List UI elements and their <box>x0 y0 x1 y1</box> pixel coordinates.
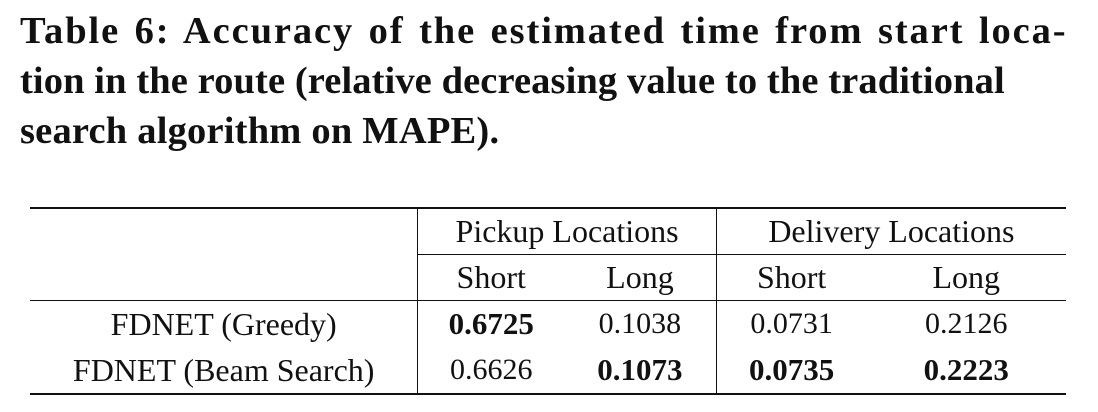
caption-line-2: tion in the route (relative decreasing v… <box>20 60 1005 102</box>
group-header-delivery: Delivery Locations <box>716 207 1066 255</box>
caption-line-1: Table 6: Accuracy of the estimated time … <box>20 10 1068 52</box>
cell-value: 0.2223 <box>866 347 1066 395</box>
results-table: Pickup Locations Delivery Locations Shor… <box>30 207 1066 395</box>
cell-value: 0.1038 <box>564 300 717 347</box>
sub-header-pickup-short: Short <box>417 254 565 301</box>
cell-value: 0.1073 <box>564 347 717 395</box>
table-caption: Table 6: Accuracy of the estimated time … <box>20 6 1080 156</box>
sub-header-delivery-long: Long <box>866 254 1066 301</box>
group-header-pickup: Pickup Locations <box>417 207 717 255</box>
cell-value: 0.0731 <box>716 300 867 347</box>
group-header-row: Pickup Locations Delivery Locations <box>30 207 1066 255</box>
sub-header-pickup-long: Long <box>564 254 717 301</box>
table-row: FDNET (Greedy) 0.6725 0.1038 0.0731 0.21… <box>30 300 1066 347</box>
sub-header-delivery-short: Short <box>716 254 867 301</box>
cell-value: 0.2126 <box>866 300 1066 347</box>
empty-corner-cell <box>30 254 419 301</box>
row-label: FDNET (Greedy) <box>30 300 419 347</box>
cell-value: 0.6725 <box>417 300 565 347</box>
cell-value: 0.0735 <box>716 347 867 395</box>
row-label: FDNET (Beam Search) <box>30 347 419 395</box>
cell-value: 0.6626 <box>417 347 565 395</box>
table-row: FDNET (Beam Search) 0.6626 0.1073 0.0735… <box>30 347 1066 395</box>
empty-corner-cell <box>30 207 419 255</box>
sub-header-row: Short Long Short Long <box>30 254 1066 301</box>
caption-line-3: search algorithm on MAPE). <box>20 110 500 152</box>
